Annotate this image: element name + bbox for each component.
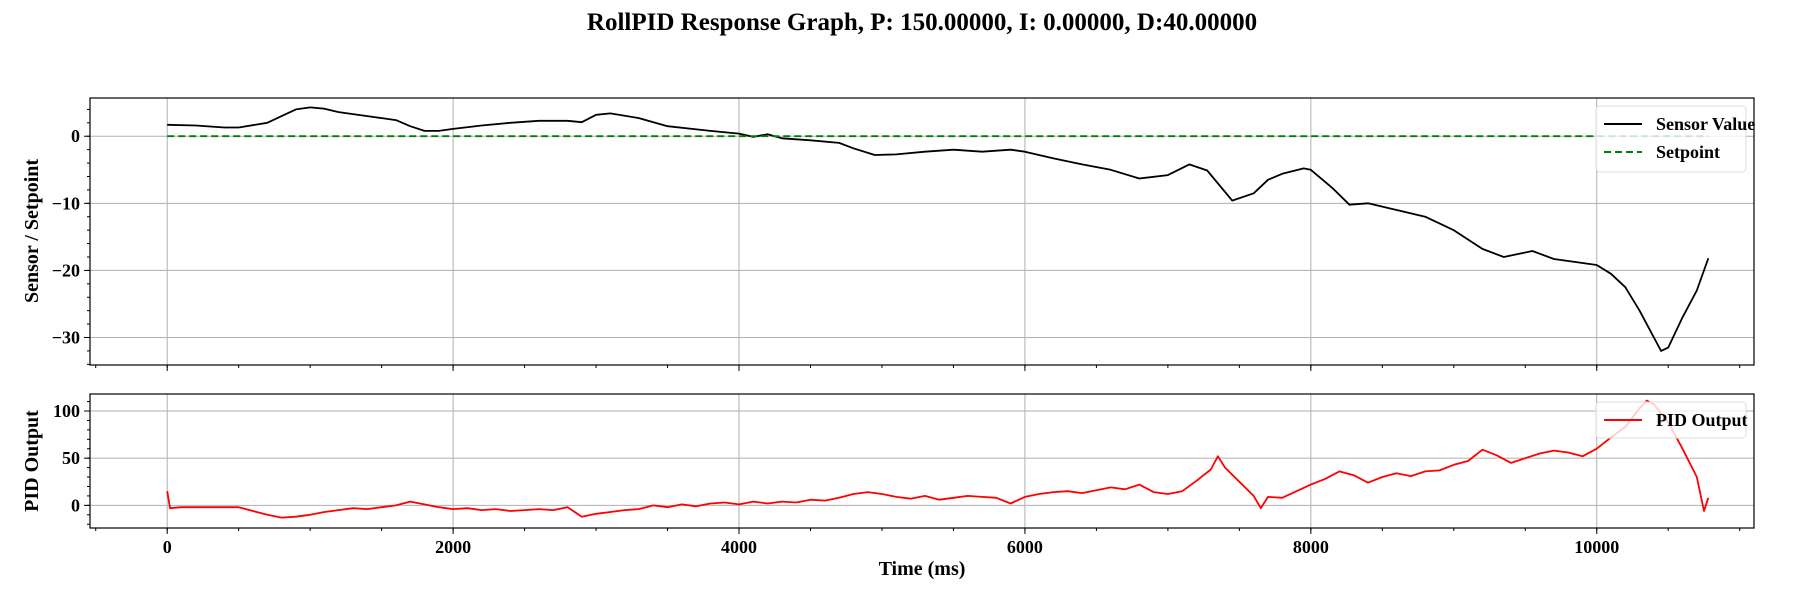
- x-tick-label: 10000: [1574, 537, 1619, 557]
- series-line-pid-output: [166, 399, 1710, 519]
- x-tick-label: 2000: [435, 537, 471, 557]
- axes-frame: [89, 97, 1755, 366]
- y-tick-label: −30: [52, 327, 80, 347]
- sensor-axes: 0 −10 −20 −30 Sensor Value Setpoint: [52, 97, 1755, 371]
- legend-label: Setpoint: [1656, 142, 1720, 162]
- y-tick-label: 0: [71, 126, 80, 146]
- y-tick-label: −20: [52, 260, 80, 280]
- legend-label: Sensor Value: [1656, 114, 1755, 134]
- x-axis-label: Time (ms): [879, 558, 966, 580]
- pid-output-axes: 0 2000 4000 6000 8000 10000 0 50 100 PID Output: [53, 393, 1755, 557]
- legend-box: [1595, 401, 1747, 439]
- sensor-y-axis-label: Sensor / Setpoint: [21, 159, 43, 303]
- pid-y-axis-label: PID Output: [21, 410, 43, 512]
- y-tick-label: −10: [52, 193, 80, 213]
- x-tick-label: 8000: [1293, 537, 1329, 557]
- chart-title: RollPID Response Graph, P: 150.00000, I:…: [587, 9, 1257, 36]
- axes-frame: [89, 393, 1755, 529]
- y-tick-label: 100: [53, 401, 80, 421]
- y-tick-label: 50: [62, 448, 80, 468]
- x-tick-label: 0: [163, 537, 172, 557]
- legend-box: [1595, 105, 1747, 173]
- x-tick-label: 4000: [721, 537, 757, 557]
- x-tick-label: 6000: [1007, 537, 1043, 557]
- series-line-sensor-value: [167, 106, 1710, 352]
- legend: Sensor Value Setpoint: [1595, 105, 1755, 173]
- legend-label: PID Output: [1656, 410, 1748, 430]
- legend: PID Output: [1595, 401, 1748, 439]
- y-tick-label: 0: [71, 495, 80, 515]
